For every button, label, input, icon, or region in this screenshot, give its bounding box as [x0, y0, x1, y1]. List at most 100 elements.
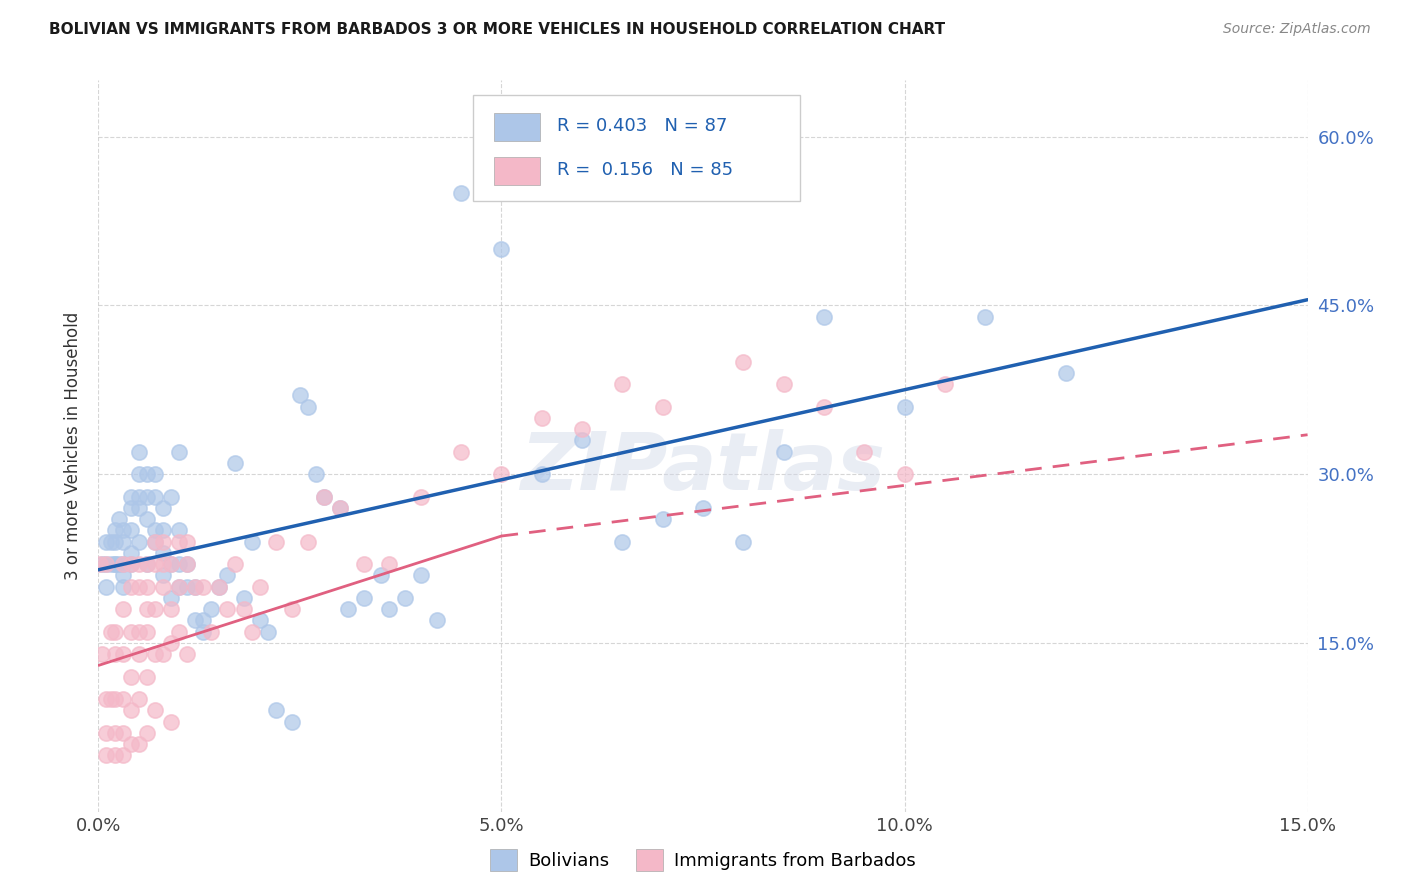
Point	[193, 580, 215, 594]
Point	[89, 557, 111, 571]
Point	[152, 557, 174, 571]
Point	[176, 647, 198, 661]
Point	[152, 534, 174, 549]
Point	[103, 534, 125, 549]
Point	[450, 444, 472, 458]
Point	[111, 534, 134, 549]
FancyBboxPatch shape	[494, 157, 540, 185]
Point	[152, 524, 174, 538]
Point	[111, 748, 134, 763]
Point	[176, 534, 198, 549]
Point	[893, 400, 915, 414]
Point	[337, 602, 360, 616]
Point	[200, 602, 222, 616]
Point	[160, 591, 183, 605]
Point	[143, 703, 166, 717]
Point	[128, 624, 150, 639]
Point	[143, 524, 166, 538]
Point	[135, 557, 157, 571]
Point	[297, 400, 319, 414]
Point	[128, 580, 150, 594]
Point	[184, 580, 207, 594]
Point	[1054, 366, 1077, 380]
Point	[772, 377, 794, 392]
Point	[96, 557, 118, 571]
Point	[184, 580, 207, 594]
Point	[217, 568, 239, 582]
Point	[772, 444, 794, 458]
Text: Source: ZipAtlas.com: Source: ZipAtlas.com	[1223, 22, 1371, 37]
Point	[450, 186, 472, 200]
Point	[426, 614, 449, 628]
Point	[152, 546, 174, 560]
Point	[530, 467, 553, 482]
Point	[135, 670, 157, 684]
Point	[249, 580, 271, 594]
Point	[152, 568, 174, 582]
Point	[143, 557, 166, 571]
Point	[224, 557, 246, 571]
Point	[96, 692, 118, 706]
Point	[651, 400, 673, 414]
Point	[160, 602, 183, 616]
Point	[256, 624, 278, 639]
Point	[143, 647, 166, 661]
Legend: Bolivians, Immigrants from Barbados: Bolivians, Immigrants from Barbados	[482, 842, 924, 879]
Point	[193, 624, 215, 639]
Point	[167, 580, 190, 594]
Point	[329, 500, 352, 515]
Point	[377, 602, 399, 616]
Point	[111, 580, 134, 594]
Point	[135, 512, 157, 526]
Point	[329, 500, 352, 515]
Point	[103, 726, 125, 740]
Point	[103, 624, 125, 639]
Point	[143, 602, 166, 616]
Point	[184, 614, 207, 628]
Point	[135, 624, 157, 639]
Point	[974, 310, 997, 324]
Point	[111, 692, 134, 706]
Point	[120, 670, 142, 684]
Point	[353, 557, 375, 571]
Point	[232, 591, 254, 605]
Point	[167, 524, 190, 538]
Point	[135, 490, 157, 504]
Point	[120, 524, 142, 538]
Point	[128, 557, 150, 571]
Point	[135, 726, 157, 740]
Text: R =  0.156   N = 85: R = 0.156 N = 85	[557, 161, 733, 178]
Point	[152, 580, 174, 594]
Point	[120, 500, 142, 515]
Point	[167, 580, 190, 594]
Point	[128, 737, 150, 751]
Point	[813, 310, 835, 324]
Point	[651, 512, 673, 526]
Point	[692, 500, 714, 515]
Point	[135, 557, 157, 571]
Point	[377, 557, 399, 571]
Point	[193, 614, 215, 628]
Point	[143, 467, 166, 482]
Point	[152, 500, 174, 515]
Point	[281, 602, 304, 616]
Point	[96, 748, 118, 763]
Point	[128, 490, 150, 504]
Point	[111, 602, 134, 616]
Point	[103, 692, 125, 706]
Point	[111, 568, 134, 582]
Text: BOLIVIAN VS IMMIGRANTS FROM BARBADOS 3 OR MORE VEHICLES IN HOUSEHOLD CORRELATION: BOLIVIAN VS IMMIGRANTS FROM BARBADOS 3 O…	[49, 22, 945, 37]
Point	[217, 602, 239, 616]
FancyBboxPatch shape	[474, 95, 800, 201]
Point	[297, 534, 319, 549]
Point	[111, 524, 134, 538]
Point	[208, 580, 231, 594]
Point	[103, 557, 125, 571]
Point	[100, 692, 122, 706]
Point	[314, 490, 336, 504]
Point	[409, 568, 432, 582]
Point	[224, 456, 246, 470]
Text: R = 0.403   N = 87: R = 0.403 N = 87	[557, 117, 727, 135]
Y-axis label: 3 or more Vehicles in Household: 3 or more Vehicles in Household	[65, 312, 83, 580]
Point	[96, 580, 118, 594]
